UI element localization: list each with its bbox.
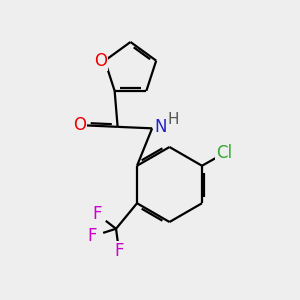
Text: O: O	[94, 52, 107, 70]
Text: F: F	[88, 227, 98, 245]
Text: O: O	[73, 116, 86, 134]
Text: F: F	[93, 205, 102, 223]
Text: Cl: Cl	[216, 144, 232, 162]
Text: H: H	[168, 112, 179, 127]
Text: N: N	[154, 118, 167, 136]
Text: F: F	[114, 242, 124, 260]
